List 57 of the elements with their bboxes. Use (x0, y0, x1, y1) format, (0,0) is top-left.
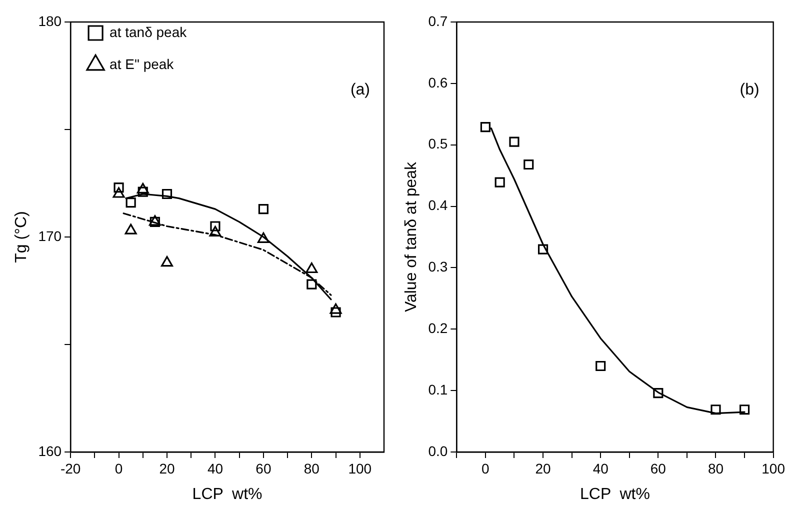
point (538, 244, 548, 254)
point (739, 404, 750, 415)
legend-label: at E" peak (110, 56, 175, 72)
x-axis-title: LCP wt% (580, 486, 650, 503)
point (126, 198, 136, 208)
point (524, 159, 534, 170)
y-axis-title: Tg (°C) (13, 211, 30, 263)
x-tick-label: 20 (159, 460, 175, 476)
point (509, 136, 520, 147)
x-tick-label: 40 (207, 460, 224, 476)
y-tick-label: 0.0 (428, 442, 448, 459)
point (112, 187, 125, 198)
x-tick-label: -20 (60, 460, 81, 476)
x-tick-label: 0 (114, 460, 123, 476)
point (138, 186, 148, 197)
y-tick-label: 0.7 (428, 12, 448, 29)
y-tick-label: 0.2 (428, 320, 448, 336)
point (162, 188, 172, 200)
x-tick-label: 80 (708, 460, 724, 476)
point (494, 177, 505, 188)
point (330, 307, 341, 318)
x-tick-label: 100 (762, 460, 786, 476)
point (596, 360, 606, 372)
point (710, 404, 721, 415)
point (306, 262, 318, 274)
y-tick-label: 0.4 (428, 197, 448, 214)
x-tick-label: 0 (482, 460, 490, 476)
y-tick-label: 160 (38, 442, 62, 459)
point (330, 303, 342, 314)
annotation: (a) (350, 81, 370, 98)
point (306, 279, 317, 290)
x-tick-label: 100 (348, 460, 372, 476)
annotation: (b) (740, 81, 760, 98)
point (209, 226, 222, 236)
x-tick-label: 80 (304, 460, 320, 476)
y-axis-title: Value of tanδ at peak (403, 160, 420, 312)
point (114, 182, 124, 193)
y-tick-label: 0.6 (428, 74, 448, 90)
x-tick-label: 20 (535, 460, 552, 476)
legend-label: at tanδ peak (110, 24, 188, 40)
x-tick-label: 60 (650, 460, 666, 476)
y-tick-label: 0.5 (428, 136, 448, 152)
point (161, 256, 173, 267)
point (257, 232, 270, 243)
point (136, 182, 149, 194)
point (480, 122, 490, 132)
x-tick-label: 60 (256, 460, 272, 476)
point (210, 221, 220, 232)
y-tick-label: 0.3 (428, 258, 448, 275)
x-axis-title: LCP wt% (192, 486, 262, 503)
point (258, 204, 268, 214)
y-tick-label: 180 (38, 12, 62, 29)
x-tick-label: 40 (592, 460, 609, 476)
point (653, 388, 664, 398)
y-tick-label: 170 (38, 228, 62, 244)
point (124, 224, 137, 234)
y-tick-label: 0.1 (428, 381, 448, 398)
